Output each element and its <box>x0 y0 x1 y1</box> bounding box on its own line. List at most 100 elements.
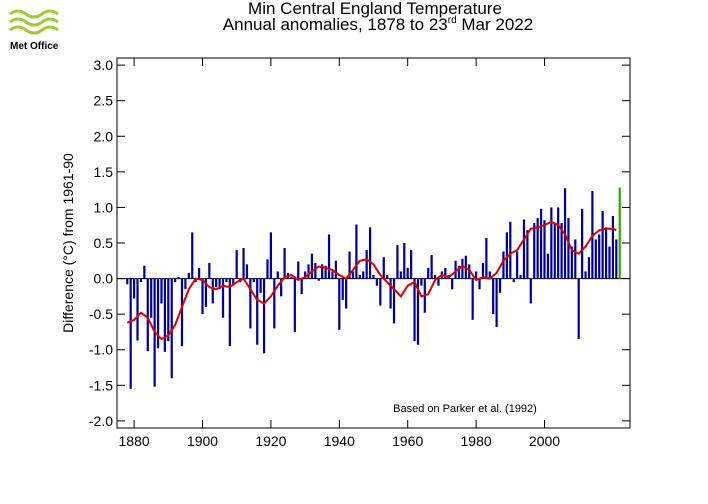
bar <box>403 243 406 279</box>
bar <box>211 278 214 304</box>
bar <box>437 278 440 286</box>
y-tick-label: -1.0 <box>89 342 113 358</box>
bar <box>577 278 580 340</box>
bar <box>594 239 597 279</box>
bar <box>201 278 204 315</box>
y-tick-label: -1.5 <box>89 377 113 393</box>
logo-text: Met Office <box>10 41 59 52</box>
bar <box>495 278 498 327</box>
bar <box>598 234 601 279</box>
bar <box>146 278 149 352</box>
bar <box>280 278 283 297</box>
bar <box>126 278 129 285</box>
bar <box>163 278 166 352</box>
bar <box>232 278 235 286</box>
bar <box>348 251 351 279</box>
bar <box>204 278 208 308</box>
bar <box>430 255 433 279</box>
bar <box>191 232 194 279</box>
bar <box>228 278 231 347</box>
bar <box>406 267 409 279</box>
chart-subtitle: Annual anomalies, 1878 to 23rd Mar 2022 <box>223 15 533 34</box>
x-tick-label: 1980 <box>461 433 492 449</box>
y-tick-label: -2.0 <box>89 413 113 429</box>
subtitle-part: Annual anomalies, 1878 to 23 <box>223 15 448 34</box>
bar <box>567 218 570 279</box>
bar <box>256 278 259 345</box>
bar <box>399 271 402 279</box>
logo-wave <box>9 25 59 35</box>
bar <box>536 218 539 279</box>
bar <box>416 278 420 345</box>
bar <box>143 265 146 279</box>
bar <box>283 247 286 279</box>
annotation: Based on Parker et al. (1992) <box>393 403 537 415</box>
bar <box>139 278 143 283</box>
bar <box>611 215 615 279</box>
bar <box>509 221 512 279</box>
bar <box>327 234 331 279</box>
bar <box>269 232 273 279</box>
bar <box>485 238 488 279</box>
bar <box>444 267 447 279</box>
x-tick-label: 1880 <box>119 433 150 449</box>
bar <box>293 278 296 332</box>
bar <box>550 207 553 279</box>
bar <box>498 278 502 293</box>
bar <box>177 277 180 279</box>
bar <box>310 253 314 279</box>
bar <box>324 265 327 279</box>
bar <box>474 271 478 279</box>
bar <box>321 264 324 279</box>
x-tick-label: 2000 <box>529 433 560 449</box>
bar <box>266 259 269 279</box>
bar <box>410 250 413 279</box>
bar <box>341 278 344 300</box>
bar <box>457 265 461 279</box>
bar <box>574 239 577 279</box>
bar <box>392 278 396 324</box>
bar <box>427 267 430 279</box>
bar <box>249 278 252 329</box>
smoothed-line <box>126 220 617 341</box>
bar <box>505 232 508 279</box>
bar <box>570 246 573 279</box>
bar <box>184 278 187 290</box>
bar <box>215 278 218 288</box>
bar <box>413 278 416 342</box>
y-tick-label: 2.5 <box>94 93 114 109</box>
y-tick-label: 1.5 <box>94 164 114 180</box>
bar <box>273 278 276 329</box>
bar <box>307 264 310 279</box>
bar <box>587 257 591 279</box>
bar <box>615 239 618 279</box>
subtitle-sup: rd <box>448 15 457 26</box>
bar <box>331 271 334 279</box>
bar <box>136 278 139 341</box>
x-tick-label: 1940 <box>324 433 355 449</box>
bar <box>451 278 454 290</box>
y-axis-label: Difference (°C) from 1961-90 <box>60 153 76 333</box>
subtitle-part: Mar 2022 <box>457 15 534 34</box>
bar <box>303 271 307 279</box>
bar <box>167 278 170 342</box>
bar <box>454 260 457 279</box>
bar <box>396 245 399 279</box>
bar <box>516 251 519 279</box>
bar <box>372 275 375 279</box>
bar <box>262 278 266 354</box>
bar <box>368 227 372 279</box>
y-tick-label: 0.5 <box>94 235 114 251</box>
y-tick-label: -0.5 <box>89 306 113 322</box>
bar <box>259 278 262 293</box>
bar <box>225 278 228 283</box>
bar <box>420 278 423 286</box>
bar <box>317 278 320 281</box>
bar <box>362 271 365 279</box>
x-tick-label: 1960 <box>392 433 423 449</box>
y-tick-label: 3.0 <box>94 57 114 73</box>
bar <box>386 275 389 279</box>
logo-wave <box>9 17 59 27</box>
y-tick-label: 2.0 <box>94 128 114 144</box>
bar <box>208 262 211 279</box>
